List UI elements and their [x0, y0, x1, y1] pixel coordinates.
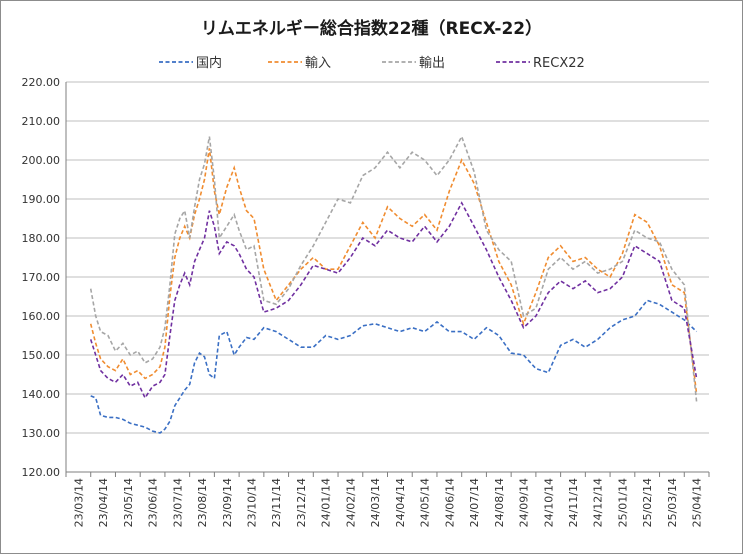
series-line-0: [90, 299, 698, 434]
x-tick-label: 23/06/14: [147, 478, 160, 527]
series-line-3: [89, 201, 698, 400]
series-lines: [89, 134, 698, 434]
x-tick-label: 25/01/14: [616, 478, 629, 527]
y-tick-label: 130.00: [22, 427, 61, 440]
x-tick-label: 23/10/14: [245, 478, 258, 527]
y-tick-label: 200.00: [22, 154, 61, 167]
x-tick-label: 24/08/14: [493, 478, 506, 527]
x-tick-label: 23/09/14: [221, 478, 234, 527]
legend-label: 輸入: [305, 56, 331, 71]
y-tick-label: 170.00: [22, 271, 61, 284]
y-tick-label: 180.00: [22, 232, 61, 245]
y-tick-label: 150.00: [22, 349, 61, 362]
x-tick-label: 24/09/14: [518, 478, 531, 527]
x-tick-label: 24/01/14: [320, 478, 333, 527]
legend-label: 国内: [196, 55, 222, 71]
y-axis-ticks: 120.00 130.00 140.00 150.00 160.00 170.00 180.…: [22, 76, 61, 479]
y-tick-label: 210.00: [22, 115, 61, 128]
x-tick-label: 24/03/14: [369, 478, 382, 527]
y-tick-label: 220.00: [22, 76, 61, 89]
y-tick-label: 190.00: [22, 193, 61, 206]
x-tick-label: 23/04/14: [97, 478, 110, 527]
x-tick-label: 24/04/14: [394, 478, 407, 527]
x-tick-label: 23/05/14: [122, 478, 135, 527]
x-tick-label: 25/02/14: [641, 478, 654, 527]
chart-title: リムエネルギー総合指数22種（RECX-22）: [200, 19, 543, 39]
x-tick-label: 24/11/14: [567, 478, 580, 527]
series-line-2: [89, 134, 698, 402]
legend: 国内 輸入 輸出 RECX22: [159, 55, 585, 71]
x-tick-label: 25/03/14: [666, 478, 679, 527]
legend-label: 輸出: [419, 56, 445, 71]
y-tick-label: 140.00: [22, 388, 61, 401]
x-tick-label: 23/03/14: [72, 478, 85, 527]
x-tick-label: 24/07/14: [468, 478, 481, 527]
y-tick-label: 160.00: [22, 310, 61, 323]
series-line-1: [89, 148, 698, 395]
x-tick-label: 24/02/14: [344, 478, 357, 527]
x-tick-label: 24/10/14: [542, 478, 555, 527]
gridlines: [65, 81, 709, 473]
x-tick-label: 23/11/14: [270, 478, 283, 527]
x-tick-label: 24/06/14: [443, 478, 456, 527]
x-axis-ticks: 23/03/14 23/04/14 23/05/14 23/06/14 23/07/14…: [65, 472, 710, 527]
y-tick-label: 120.00: [22, 466, 61, 479]
x-tick-label: 23/08/14: [196, 478, 209, 527]
x-tick-label: 24/12/14: [592, 478, 605, 527]
legend-label: RECX22: [533, 56, 585, 71]
x-tick-label: 23/12/14: [295, 478, 308, 527]
x-tick-label: 24/05/14: [419, 478, 432, 527]
x-tick-label: 25/04/14: [691, 478, 704, 527]
x-tick-label: 23/07/14: [171, 478, 184, 527]
